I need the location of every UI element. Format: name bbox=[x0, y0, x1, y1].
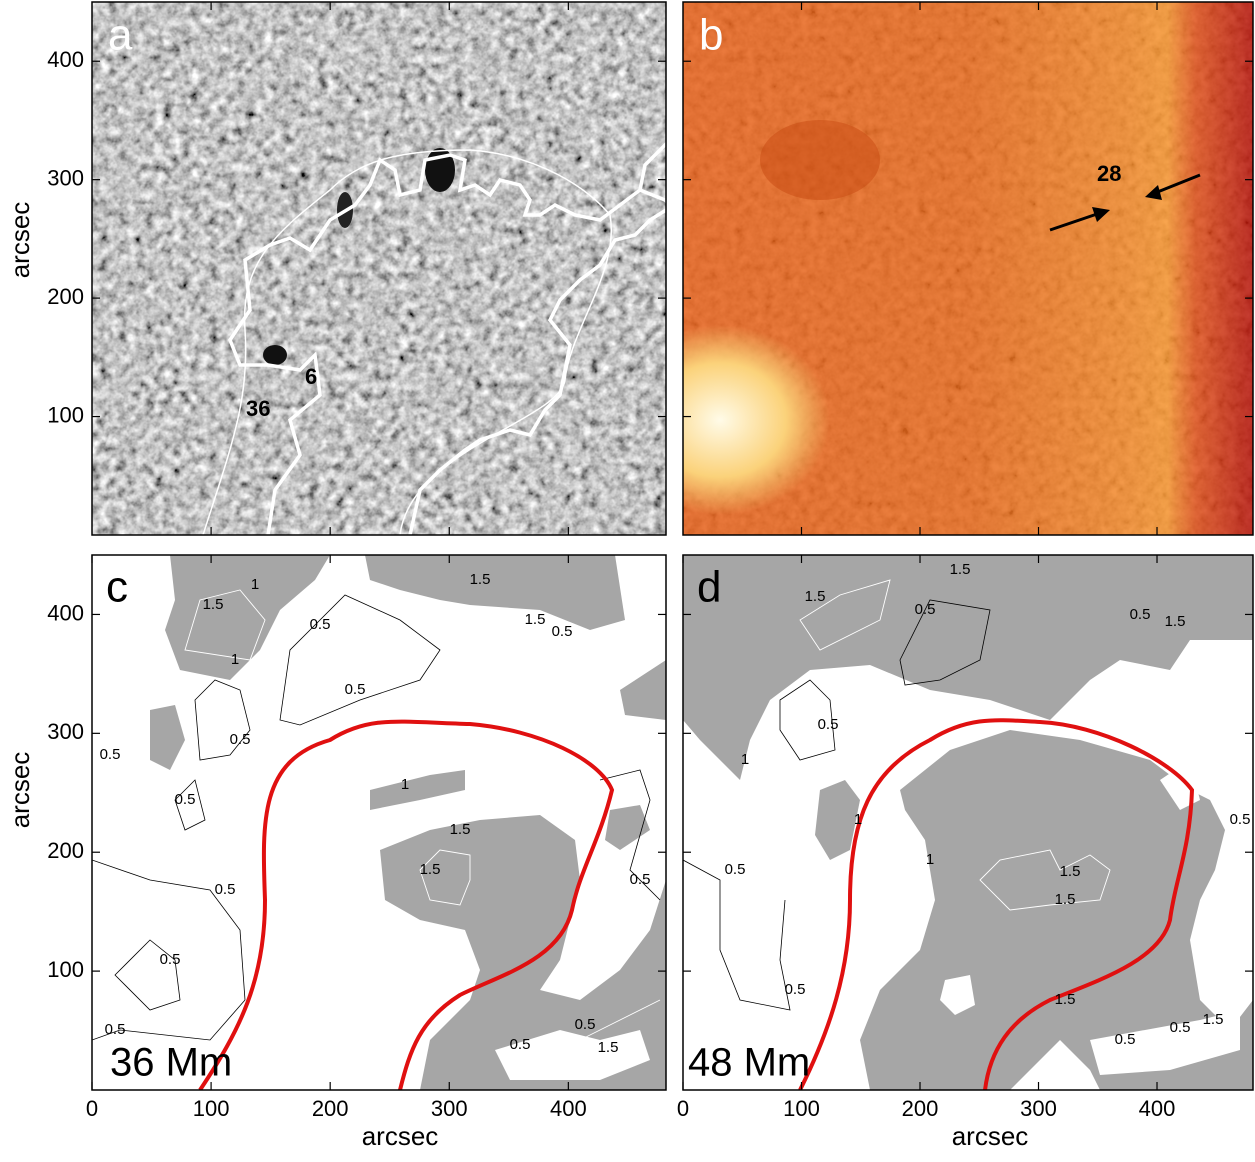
annotation: 28 bbox=[1097, 161, 1121, 186]
x-tick-label: 100 bbox=[193, 1096, 230, 1121]
x-tick-label: 0 bbox=[677, 1096, 689, 1121]
x-tick-label: 200 bbox=[902, 1096, 939, 1121]
contour-label: 0.5 bbox=[818, 716, 839, 733]
y-tick-label: 300 bbox=[47, 165, 84, 190]
x-tick-label: 400 bbox=[1139, 1096, 1176, 1121]
contour-label: 0.5 bbox=[575, 1016, 596, 1033]
contour-label: 0.5 bbox=[215, 881, 236, 898]
contour-label: 0.5 bbox=[310, 616, 331, 633]
contour-label: 0.5 bbox=[175, 791, 196, 808]
figure: a 36 6 b 28 bbox=[0, 0, 1255, 1157]
height-label: 36 Mm bbox=[110, 1041, 232, 1085]
contour-label: 0.5 bbox=[100, 746, 121, 763]
contour-label: 0.5 bbox=[160, 951, 181, 968]
contour-label: 1.5 bbox=[598, 1039, 619, 1056]
panel-label: c bbox=[106, 563, 128, 612]
contour-label: 1.5 bbox=[1060, 863, 1081, 880]
contour-label: 1 bbox=[741, 751, 749, 768]
contour-label: 1.5 bbox=[1055, 991, 1076, 1008]
contour-label: 1.5 bbox=[1055, 891, 1076, 908]
y-axis-title: arcsec bbox=[5, 202, 35, 279]
panel-d-map bbox=[683, 555, 1253, 1090]
x-tick-label: 300 bbox=[1020, 1096, 1057, 1121]
x-tick-label: 300 bbox=[431, 1096, 468, 1121]
contour-label: 0.5 bbox=[785, 981, 806, 998]
contour-label: 0.5 bbox=[1170, 1019, 1191, 1036]
contour-label: 1 bbox=[251, 576, 259, 593]
y-axis-title: arcsec bbox=[5, 752, 35, 829]
contour-label: 1.5 bbox=[1165, 613, 1186, 630]
contour-label: 0.5 bbox=[630, 871, 651, 888]
contour-label: 0.5 bbox=[552, 623, 573, 640]
contour-label: 0.5 bbox=[510, 1036, 531, 1053]
x-axis-title: arcsec bbox=[952, 1121, 1029, 1151]
contour-label: 1.5 bbox=[470, 571, 491, 588]
contour-label: 1.5 bbox=[525, 611, 546, 628]
contour-label: 0.5 bbox=[1115, 1031, 1136, 1048]
y-tick-label: 100 bbox=[47, 402, 84, 427]
x-tick-label: 400 bbox=[550, 1096, 587, 1121]
panel-label: b bbox=[699, 11, 723, 60]
panel-label: d bbox=[697, 563, 721, 612]
y-tick-label: 200 bbox=[47, 838, 84, 863]
y-tick-label: 100 bbox=[47, 957, 84, 982]
contour-label: 1 bbox=[854, 811, 862, 828]
contour-label: 1.5 bbox=[420, 861, 441, 878]
contour-label: 0.5 bbox=[915, 601, 936, 618]
contour-label: 0.5 bbox=[345, 681, 366, 698]
y-tick-label: 400 bbox=[47, 600, 84, 625]
contour-label: 0.5 bbox=[725, 861, 746, 878]
x-axis-title: arcsec bbox=[362, 1121, 439, 1151]
contour-label: 1.5 bbox=[1203, 1011, 1224, 1028]
x-tick-label: 200 bbox=[312, 1096, 349, 1121]
annotation: 36 bbox=[246, 396, 270, 421]
x-tick-label: 0 bbox=[86, 1096, 98, 1121]
y-tick-label: 200 bbox=[47, 284, 84, 309]
contour-label: 1 bbox=[926, 851, 934, 868]
contour-label: 1 bbox=[401, 776, 409, 793]
panel-label: a bbox=[108, 11, 133, 60]
panel-b-image bbox=[610, 2, 1253, 535]
x-tick-label: 100 bbox=[783, 1096, 820, 1121]
contour-label: 1.5 bbox=[203, 596, 224, 613]
contour-label: 1.5 bbox=[805, 588, 826, 605]
contour-label: 1.5 bbox=[950, 561, 971, 578]
annotation: 6 bbox=[305, 364, 317, 389]
contour-label: 1 bbox=[231, 651, 239, 668]
contour-label: 0.5 bbox=[105, 1021, 126, 1038]
y-tick-label: 400 bbox=[47, 47, 84, 72]
panel-c-map bbox=[92, 555, 666, 1090]
contour-label: 0.5 bbox=[230, 731, 251, 748]
height-label: 48 Mm bbox=[688, 1041, 810, 1085]
contour-label: 1.5 bbox=[450, 821, 471, 838]
contour-label: 0.5 bbox=[1130, 606, 1151, 623]
y-tick-label: 300 bbox=[47, 719, 84, 744]
contour-label: 0.5 bbox=[1230, 811, 1251, 828]
panel-a-image bbox=[92, 2, 670, 535]
